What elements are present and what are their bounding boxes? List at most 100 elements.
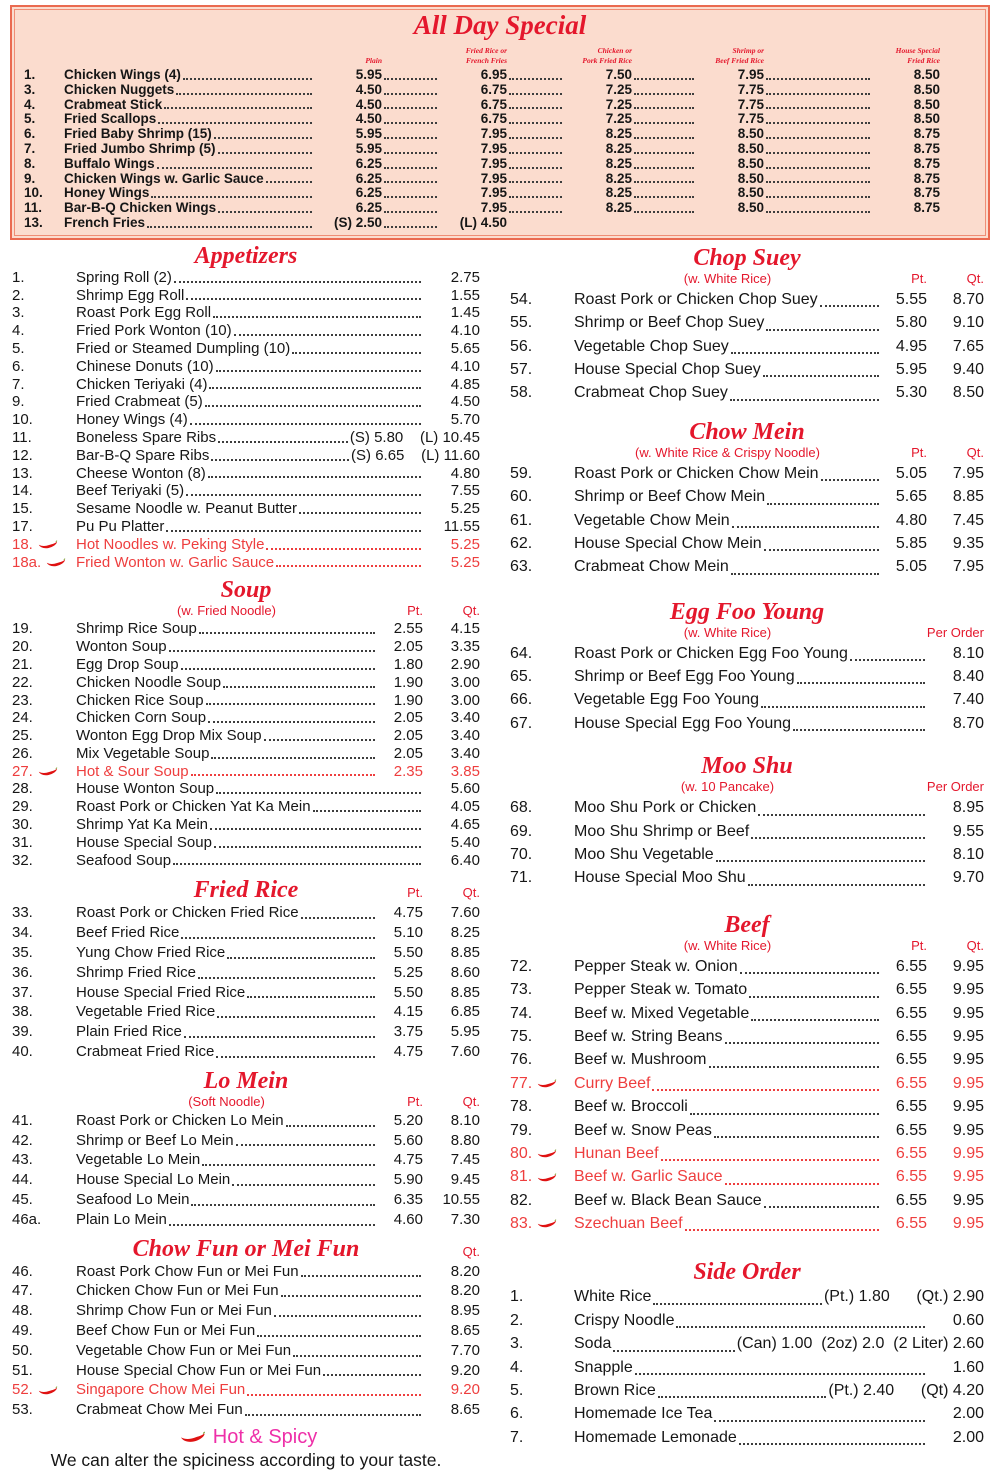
- item-number: 18a.: [12, 553, 42, 571]
- dot-leader: [747, 883, 925, 886]
- section-subtitle: (Soft Noodle): [188, 1093, 265, 1109]
- item-price: 4.85: [450, 375, 480, 393]
- item-price-quart: 7.45: [450, 1151, 480, 1169]
- item-price: (Pt.) 2.40 (Qt) 4.20: [828, 1382, 984, 1400]
- dot-leader: [216, 792, 421, 795]
- dot-leader: [384, 136, 437, 139]
- section-title-row: Appetizers: [12, 243, 480, 269]
- item-number: 60.: [510, 488, 533, 506]
- item-name: Bar-B-Q Chicken Wings: [64, 200, 217, 216]
- menu-item-row: 43. Vegetable Lo Mein 4.75 7.45: [12, 1150, 480, 1170]
- item-name: Wonton Soup: [76, 638, 167, 656]
- item-price: (Pt.) 1.80 (Qt.) 2.90: [823, 1288, 984, 1306]
- item-price-quart: 9.95: [952, 1051, 984, 1069]
- menu-item-row: 82. Beef w. Black Bean Sauce 6.55 9.95: [510, 1189, 984, 1212]
- item-price: 9.55: [952, 822, 984, 840]
- item-number-cell: 36.: [12, 963, 76, 983]
- item-name: Wonton Egg Drop Mix Soup: [76, 727, 262, 745]
- item-price-quart: 9.95: [952, 1074, 984, 1092]
- chili-pepper-icon: [537, 1079, 557, 1088]
- menu-item-row: 13. Cheese Wonton (8) 4.80: [12, 465, 480, 483]
- menu-item-row: 7. Homemade Lemonade 2.00: [510, 1426, 984, 1449]
- item-name: Roast Pork or Chicken Fried Rice: [76, 904, 299, 922]
- item-price: 5.40: [450, 833, 480, 851]
- dot-leader: [766, 136, 870, 139]
- item-name: Seafood Soup: [76, 851, 172, 869]
- item-name: Sesame Noodle w. Peanut Butter: [76, 500, 297, 518]
- item-number: 72.: [510, 957, 533, 975]
- menu-item-row: 64. Roast Pork or Chicken Egg Foo Young 8.…: [510, 642, 984, 665]
- menu-item-row: 57. House Special Chop Suey 5.95 9.40: [510, 358, 984, 381]
- item-name: Bar-B-Q Spare Ribs: [76, 446, 210, 464]
- menu-item-row: 65. Shrimp or Beef Egg Foo Young 8.40: [510, 665, 984, 688]
- item-number: 1.: [24, 67, 36, 82]
- dot-leader: [156, 166, 312, 169]
- item-name: Spring Roll (2): [76, 268, 172, 286]
- item-number: 4.: [12, 322, 25, 340]
- item-name-cell: Chicken Wings (4): [64, 67, 314, 83]
- item-number: 42.: [12, 1131, 33, 1149]
- dot-leader: [767, 502, 879, 505]
- dot-leader: [634, 181, 694, 184]
- dot-leader: [285, 1124, 375, 1127]
- item-number: 26.: [12, 744, 33, 762]
- item-name: Roast Pork Chow Fun or Mei Fun: [76, 1262, 299, 1280]
- item-number-cell: 18a.: [12, 554, 76, 572]
- item-number-cell: 29.: [12, 798, 76, 816]
- item-number: 9.: [12, 393, 25, 411]
- item-number: 67.: [510, 714, 533, 732]
- item-number-cell: 37.: [12, 983, 76, 1003]
- item-number: 14.: [12, 482, 33, 500]
- item-name: Beef Chow Fun or Mei Fun: [76, 1322, 256, 1340]
- item-price: (L) 4.50: [459, 214, 507, 230]
- item-number: 56.: [510, 337, 533, 355]
- item-price-pint: 6.55: [895, 1144, 927, 1162]
- item-number: 23.: [12, 691, 33, 709]
- section-subtitle: (w. White Rice): [683, 270, 772, 286]
- item-number: 40.: [12, 1043, 33, 1061]
- item-number-cell: 21.: [12, 656, 76, 674]
- item-number-cell: 30.: [12, 816, 76, 834]
- item-number: 76.: [510, 1051, 533, 1069]
- item-number-cell: 3.: [510, 1332, 574, 1355]
- menu-item-row: 71. House Special Moo Shu 9.70: [510, 866, 984, 889]
- item-price: 7.75: [737, 96, 764, 112]
- item-name: Vegetable Chop Suey: [574, 337, 729, 355]
- item-price-pint: 6.55: [895, 957, 927, 975]
- section-title-row: Fried Rice Pt. Qt.: [12, 877, 480, 903]
- dot-leader: [652, 1089, 879, 1092]
- item-price-quart: 9.95: [952, 1027, 984, 1045]
- item-number: 4.: [24, 96, 36, 112]
- item-price: 0.60: [952, 1311, 984, 1329]
- item-number: 19.: [12, 620, 33, 638]
- item-number-cell: 75.: [510, 1025, 574, 1048]
- item-price: 7.40: [952, 691, 984, 709]
- item-number-cell: 5.: [510, 1379, 574, 1402]
- item-price-quart: 8.10: [450, 1111, 480, 1129]
- dot-leader: [384, 166, 437, 169]
- item-name: House Special Chow Fun or Mei Fun: [76, 1361, 322, 1379]
- item-number-cell: 80.: [510, 1142, 574, 1165]
- dot-leader: [223, 685, 375, 688]
- chili-pepper-icon: [46, 558, 66, 567]
- item-price-pint: 2.05: [393, 744, 423, 762]
- item-number: 2.: [12, 286, 25, 304]
- item-price: 4.50: [355, 96, 382, 112]
- item-price-pint: 6.55: [895, 1004, 927, 1022]
- item-name: Roast Pork Egg Roll: [76, 304, 212, 322]
- item-price: 4.50: [450, 393, 480, 411]
- section-subtitle-row: (w. White Rice) Per Order: [510, 625, 984, 642]
- item-name: House Special Soup: [76, 833, 212, 851]
- chili-pepper-icon: [47, 558, 66, 567]
- per-order-label: Per Order: [926, 624, 984, 640]
- dot-leader: [708, 1065, 879, 1068]
- item-price-pint: 5.50: [393, 983, 423, 1001]
- item-number-cell: 12.: [12, 447, 76, 465]
- item-name: Roast Pork or Chicken Chop Suey: [574, 290, 818, 308]
- dot-leader: [751, 837, 925, 840]
- item-price: 6.75: [480, 111, 507, 127]
- item-name: Fried Crabmeat (5): [76, 393, 203, 411]
- item-price-quart: 7.30: [450, 1210, 480, 1228]
- item-price: 8.25: [605, 140, 632, 156]
- item-price-quart: 9.95: [952, 957, 984, 975]
